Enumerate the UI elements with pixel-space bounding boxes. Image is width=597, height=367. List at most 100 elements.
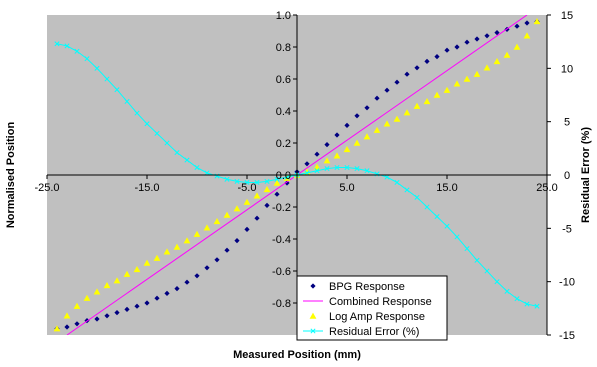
x-marker-stroke [434, 214, 440, 220]
data-point [474, 257, 480, 263]
data-point [533, 18, 541, 25]
data-point [163, 248, 171, 255]
data-point [103, 282, 111, 289]
x-tick-label: -25.0 [34, 182, 59, 194]
data-point [324, 142, 330, 148]
x-marker-stroke [74, 48, 80, 54]
data-point [184, 279, 190, 285]
data-point [243, 198, 251, 205]
x-marker-stroke [534, 303, 540, 309]
data-point [164, 140, 170, 146]
data-point [204, 265, 210, 271]
data-point [444, 223, 450, 229]
data-point [74, 48, 80, 54]
data-point [253, 192, 261, 199]
data-point [274, 191, 280, 197]
data-point [334, 164, 340, 171]
x-marker-stroke [524, 301, 530, 307]
x-marker-stroke [84, 56, 90, 62]
data-point [203, 224, 211, 231]
data-point [274, 176, 280, 182]
data-point [453, 80, 461, 87]
y2-tick-label: 5 [564, 117, 570, 129]
data-point [474, 36, 480, 42]
data-point [254, 179, 260, 186]
y-tick-label: 0.4 [276, 106, 291, 118]
data-point [483, 64, 491, 71]
data-point [424, 58, 430, 64]
x-marker-stroke [310, 328, 316, 334]
data-point [273, 179, 281, 186]
data-point [363, 133, 371, 140]
x-marker-stroke [354, 166, 360, 172]
y2-tick-label: -10 [559, 277, 575, 289]
data-point [524, 20, 530, 26]
x-marker-stroke [94, 65, 100, 71]
data-point [353, 139, 361, 146]
data-point [503, 51, 511, 58]
data-point [123, 270, 131, 277]
series-bpg-response [54, 18, 540, 332]
x-marker-stroke [144, 121, 150, 127]
data-point [83, 294, 91, 301]
y-axis-title: Normalised Position [5, 122, 17, 229]
legend-label: BPG Response [329, 281, 405, 293]
data-point [493, 58, 501, 65]
data-point [444, 47, 450, 53]
data-point [504, 288, 510, 294]
data-point [324, 166, 330, 172]
x-marker-stroke [234, 178, 240, 184]
data-point [124, 306, 130, 312]
data-point [204, 170, 210, 176]
legend-label: Residual Error (%) [329, 326, 419, 338]
data-point [304, 170, 310, 176]
data-point [494, 30, 500, 36]
data-point [173, 243, 181, 250]
x-tick-label: -15.0 [134, 182, 159, 194]
data-point [373, 126, 381, 133]
x-marker-stroke [244, 179, 250, 186]
data-point [413, 102, 421, 109]
data-point [54, 41, 60, 47]
data-point [414, 65, 420, 71]
data-point [443, 86, 451, 93]
data-point [384, 174, 390, 180]
data-point [374, 95, 380, 101]
x-marker-stroke [204, 170, 210, 176]
legend-box [296, 275, 448, 341]
data-point [64, 324, 70, 330]
data-point [484, 33, 490, 39]
data-point [534, 303, 540, 309]
y2-tick-label: 0 [564, 170, 570, 182]
data-point [244, 179, 250, 186]
legend-item-bpg-response: BPG Response [310, 281, 405, 293]
data-point [383, 120, 391, 127]
x-marker-stroke [104, 76, 110, 82]
x-marker-stroke [174, 150, 180, 156]
x-marker-stroke [264, 178, 270, 184]
data-point [233, 205, 241, 212]
y-tick-label: 1.0 [276, 10, 291, 22]
data-point [194, 273, 200, 279]
data-point [394, 179, 400, 186]
data-point [524, 301, 530, 307]
data-point [213, 218, 221, 225]
data-point [53, 325, 61, 332]
data-point [143, 259, 151, 266]
y2-tick-label: 10 [561, 63, 573, 75]
data-point [104, 313, 110, 319]
data-point [384, 87, 390, 93]
data-point [64, 43, 70, 49]
x-tick-label: 15.0 [436, 182, 457, 194]
data-point [93, 288, 101, 295]
data-point [113, 277, 121, 284]
data-point [314, 151, 320, 157]
ticks-layer: -25.0 -15.0 -5.0 5.0 15.0 25.0 1.0 0.8 0.6 0.4 0.2… [34, 10, 574, 342]
data-point [94, 316, 100, 322]
data-point [344, 122, 350, 128]
x-marker-stroke [134, 110, 140, 116]
data-point [224, 247, 230, 253]
y-tick-label: 0.0 [276, 170, 291, 182]
data-point [223, 211, 231, 218]
